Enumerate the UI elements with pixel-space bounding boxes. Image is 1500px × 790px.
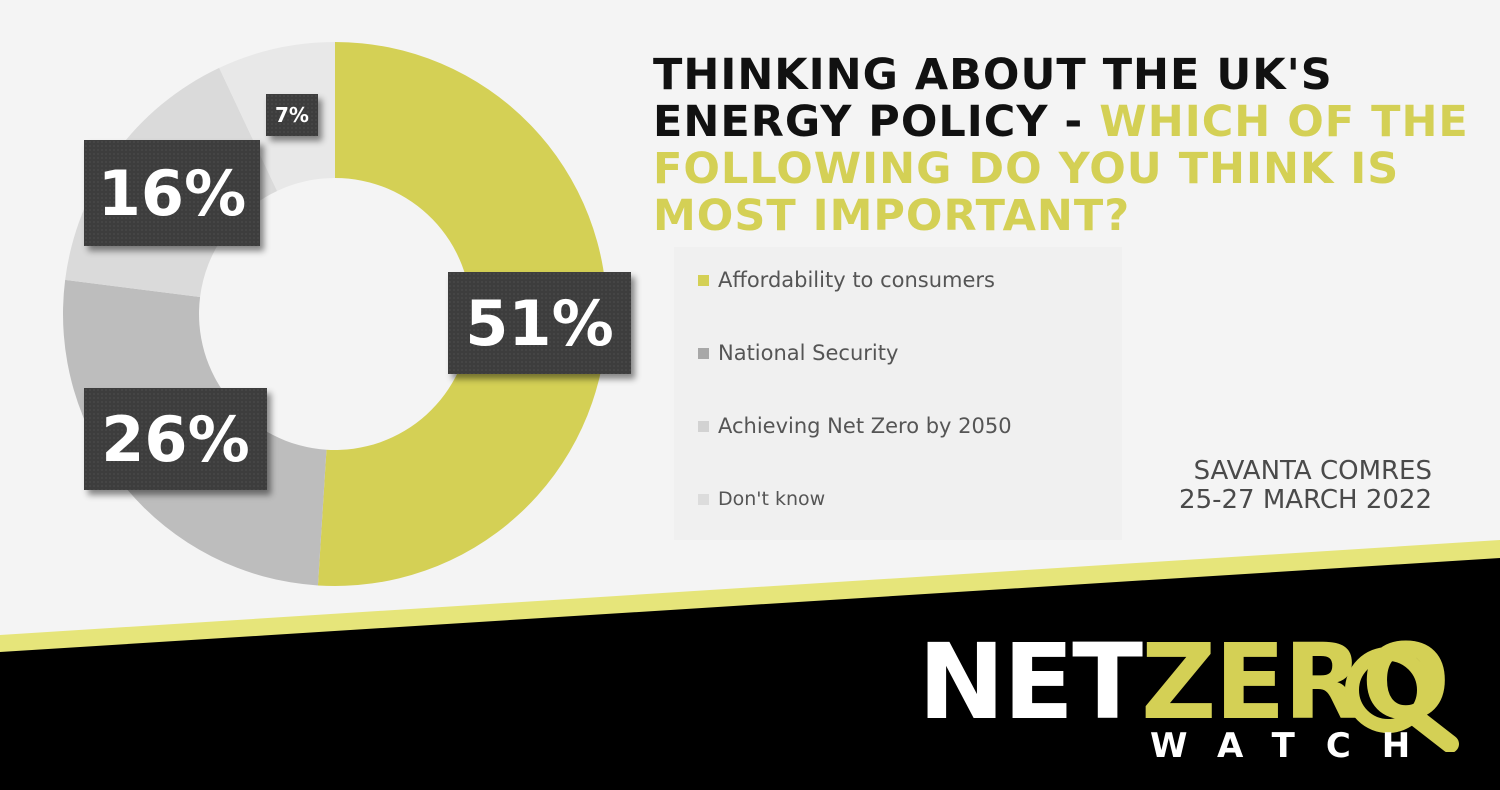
slice-affordability (317, 42, 608, 586)
magnifier-icon (1345, 647, 1459, 752)
legend-item-dont-know: Don't know (698, 488, 825, 510)
legend-swatch (698, 347, 709, 359)
data-label-national-security: 26% (84, 388, 267, 490)
data-label-dont-know: 7% (266, 94, 318, 136)
title-part-2: WHICH OF THE FOLLOWING DO YOU THINK IS M… (653, 97, 1469, 241)
source-note: SAVANTA COMRES 25-27 MARCH 2022 (1179, 457, 1432, 515)
dark-band (0, 558, 1500, 790)
legend-item-national-security: National Security (698, 341, 898, 365)
legend-item-net-zero: Achieving Net Zero by 2050 (698, 414, 1012, 438)
source-date: 25-27 MARCH 2022 (1179, 485, 1432, 515)
source-name: SAVANTA COMRES (1193, 456, 1432, 486)
legend-item-affordability: Affordability to consumers (698, 268, 995, 292)
logo-net-text: NET (918, 621, 1143, 743)
legend: Affordability to consumers National Secu… (674, 247, 1122, 540)
data-label-affordability: 51% (448, 272, 631, 374)
legend-swatch (698, 493, 709, 505)
legend-label: Achieving Net Zero by 2050 (718, 414, 1012, 438)
legend-label: Don't know (718, 488, 826, 510)
logo-watch-text: WATCH (1150, 726, 1442, 766)
data-label-net-zero: 16% (84, 140, 260, 246)
title-part-1: THINKING ABOUT THE UK'S ENERGY POLICY - (653, 50, 1333, 147)
net-zero-watch-logo: NETZERO WATCH (918, 630, 1478, 766)
legend-label: Affordability to consumers (718, 268, 995, 292)
logo-wordmark: NETZERO (918, 630, 1450, 734)
legend-swatch (698, 274, 709, 286)
chart-title: THINKING ABOUT THE UK'S ENERGY POLICY - … (653, 52, 1483, 240)
legend-label: National Security (718, 341, 899, 365)
legend-swatch (698, 420, 709, 432)
logo-zero-text: ZERO (1141, 621, 1450, 743)
